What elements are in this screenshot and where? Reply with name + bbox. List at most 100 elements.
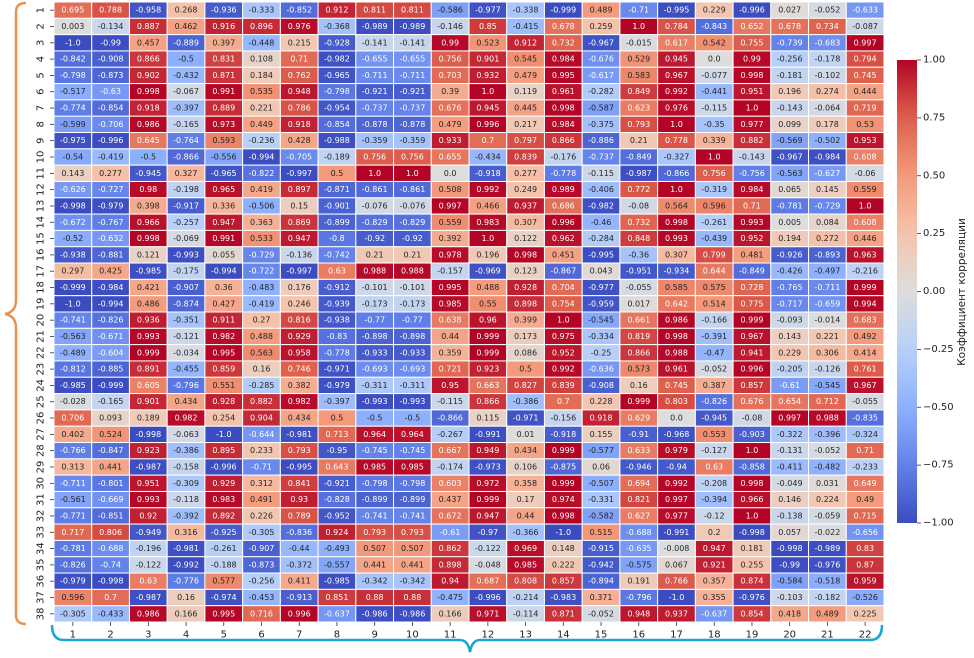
cell-value-label: -0.063 xyxy=(173,430,199,439)
cell-value-label: 0.491 xyxy=(250,495,273,504)
y-tick-label: 35 xyxy=(36,559,47,572)
cell-value-label: -0.526 xyxy=(852,593,878,602)
cell-value-label: 0.998 xyxy=(552,511,575,520)
x-tick-label: 6 xyxy=(258,630,264,641)
cell-value-label: 0.745 xyxy=(665,381,688,390)
cell-value-label: -0.114 xyxy=(513,609,539,618)
cell-value-label: 0.898 xyxy=(439,560,462,569)
cell-value-label: 0.992 xyxy=(665,87,688,96)
cell-value-label: 0.5 xyxy=(519,365,532,374)
x-tick-label: 22 xyxy=(859,630,872,641)
cell-value-label: -0.737 xyxy=(588,153,614,162)
cell-value-label: -0.899 xyxy=(362,495,388,504)
cell-value-label: 0.966 xyxy=(741,495,764,504)
cell-value-label: 0.803 xyxy=(665,397,688,406)
cell-value-label: 0.857 xyxy=(741,381,764,390)
cell-value-label: 0.716 xyxy=(250,609,273,618)
cell-value-label: 1.0 xyxy=(368,169,381,178)
cell-value-label: -0.915 xyxy=(588,544,614,553)
cell-value-label: -0.94 xyxy=(666,463,687,472)
cell-value-label: 0.2 xyxy=(708,528,721,537)
cell-value-label: 0.551 xyxy=(212,381,235,390)
cell-value-label: 0.649 xyxy=(854,479,877,488)
y-tick-label: 30 xyxy=(36,477,47,490)
cell-value-label: 0.713 xyxy=(326,430,349,439)
cell-value-label: -0.599 xyxy=(60,120,86,129)
cell-value-label: 0.839 xyxy=(552,381,575,390)
cell-value-label: 0.577 xyxy=(212,577,235,586)
cell-value-label: 0.989 xyxy=(552,185,575,194)
cell-value-label: 0.686 xyxy=(552,201,575,210)
cell-value-label: -0.411 xyxy=(777,463,803,472)
cell-value-label: 0.819 xyxy=(627,332,650,341)
cell-value-label: -0.055 xyxy=(852,397,878,406)
cell-value-label: 0.678 xyxy=(552,22,575,31)
cell-value-label: 0.196 xyxy=(778,87,801,96)
cell-value-label: 0.663 xyxy=(476,381,499,390)
cell-value-label: 0.977 xyxy=(665,511,688,520)
cell-value-label: -0.998 xyxy=(135,430,161,439)
cell-value-label: -0.257 xyxy=(173,218,199,227)
cell-value-label: -0.256 xyxy=(777,55,803,64)
cell-value-label: 0.98 xyxy=(139,185,157,194)
cell-value-label: -0.115 xyxy=(701,104,727,113)
cell-value-label: 0.585 xyxy=(665,283,688,292)
cell-value-label: -0.861 xyxy=(362,185,388,194)
colorbar-tick-label: −0.75 xyxy=(923,460,954,471)
cell-value-label: 1.0 xyxy=(708,153,721,162)
cell-value-label: 0.099 xyxy=(778,120,801,129)
cell-value-label: -0.996 xyxy=(98,136,124,145)
cell-value-label: 1.0 xyxy=(746,446,759,455)
cell-value-label: 0.734 xyxy=(816,22,839,31)
cell-value-label: -0.756 xyxy=(739,169,765,178)
y-tick-label: 12 xyxy=(36,183,47,196)
cell-value-label: 0.507 xyxy=(401,544,424,553)
cell-value-label: 0.932 xyxy=(476,71,499,80)
x-tick-label: 14 xyxy=(557,630,570,641)
cell-value-label: 0.964 xyxy=(401,430,424,439)
cell-value-label: -0.984 xyxy=(98,283,124,292)
cell-value-label: 1.0 xyxy=(670,185,683,194)
cell-value-label: 0.489 xyxy=(590,6,613,15)
cell-value-label: -0.146 xyxy=(437,22,463,31)
cell-value-label: -0.842 xyxy=(60,55,86,64)
cell-value-label: -0.563 xyxy=(60,332,86,341)
cell-value-label: 0.06 xyxy=(592,463,610,472)
cell-value-label: 0.998 xyxy=(665,218,688,227)
cell-value-label: -0.517 xyxy=(60,87,86,96)
cell-value-label: -0.938 xyxy=(60,250,86,259)
cell-value-label: -0.918 xyxy=(550,430,576,439)
cell-value-label: -0.971 xyxy=(324,365,350,374)
cell-value-label: -0.563 xyxy=(777,169,803,178)
cell-value-label: 0.806 xyxy=(99,528,122,537)
cell-value-label: -0.236 xyxy=(249,136,275,145)
cell-value-label: -0.836 xyxy=(286,528,312,537)
cell-value-label: -0.945 xyxy=(135,169,161,178)
cell-value-label: 0.687 xyxy=(476,577,499,586)
cell-value-label: 0.53 xyxy=(856,120,874,129)
cell-value-label: 0.55 xyxy=(479,299,497,308)
cell-value-label: -0.25 xyxy=(591,348,612,357)
y-axis-bracket xyxy=(4,1,27,626)
cell-value-label: 0.874 xyxy=(741,577,764,586)
cell-value-label: -0.742 xyxy=(324,250,350,259)
cell-value-label: -0.781 xyxy=(60,544,86,553)
cell-value-label: -0.981 xyxy=(286,430,312,439)
cell-value-label: 0.441 xyxy=(363,560,386,569)
cell-value-label: 0.224 xyxy=(816,495,839,504)
cell-value-label: 0.988 xyxy=(665,348,688,357)
y-tick-label: 37 xyxy=(36,591,47,604)
cell-value-label: -0.989 xyxy=(400,22,426,31)
cell-value-label: -0.998 xyxy=(98,577,124,586)
cell-value-label: -0.028 xyxy=(60,397,86,406)
y-tick-label: 15 xyxy=(36,232,47,245)
cell-value-label: -0.502 xyxy=(815,136,841,145)
cell-value-label: 0.896 xyxy=(250,22,273,31)
y-tick-label: 17 xyxy=(36,265,47,278)
cell-value-label: 0.775 xyxy=(741,299,764,308)
cell-value-label: -0.967 xyxy=(777,153,803,162)
cell-value-label: 0.667 xyxy=(439,446,462,455)
cell-value-label: -0.894 xyxy=(588,577,614,586)
cell-value-label: -0.216 xyxy=(852,267,878,276)
cell-value-label: -0.997 xyxy=(286,169,312,178)
